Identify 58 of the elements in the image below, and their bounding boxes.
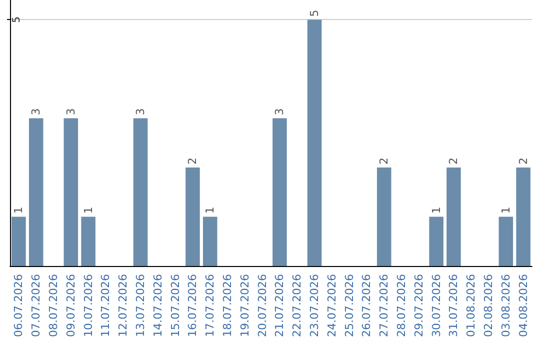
x-tick-label: 18.07.2026: [221, 274, 234, 338]
data-label: 5: [308, 10, 321, 17]
data-label: 1: [204, 206, 217, 214]
data-label: 1: [499, 206, 512, 214]
data-label: 3: [64, 108, 78, 116]
data-label: 1: [82, 206, 95, 214]
bar: [516, 167, 530, 266]
data-label: 3: [30, 108, 43, 116]
x-tick-label: 10.07.2026: [82, 274, 95, 338]
x-tick-label: 21.07.2026: [273, 274, 286, 338]
bar: [307, 20, 322, 266]
data-label: 2: [378, 157, 391, 164]
x-tick-label: 23.07.2026: [308, 274, 321, 338]
x-tick-label: 29.07.2026: [412, 274, 426, 338]
x-tick-label: 26.07.2026: [360, 274, 374, 338]
data-label: 1: [12, 206, 26, 214]
x-tick-label: 13.07.2026: [134, 274, 147, 338]
bar: [446, 167, 461, 266]
bar: [186, 167, 200, 266]
x-tick-label: 15.07.2026: [168, 274, 182, 338]
x-tick-label: 22.07.2026: [290, 274, 304, 338]
data-label: 1: [430, 206, 443, 214]
bar: [64, 118, 78, 266]
x-tick-label: 17.07.2026: [204, 274, 217, 338]
bar: [376, 167, 392, 266]
x-tick-label: 04.08.2026: [516, 274, 530, 338]
x-tick-label: 07.07.2026: [30, 274, 43, 338]
x-tick-label: 08.07.2026: [47, 274, 60, 338]
x-tick-label: 25.07.2026: [342, 274, 356, 338]
data-label: 2: [516, 157, 530, 164]
x-tick-label: 12.07.2026: [116, 274, 130, 338]
x-tick-label: 19.07.2026: [238, 274, 252, 338]
bar: [81, 216, 96, 266]
x-tick-label: 09.07.2026: [64, 274, 78, 338]
bar: [429, 216, 444, 266]
bar: [12, 216, 26, 266]
x-tick-label: 02.08.2026: [482, 274, 495, 338]
x-tick-label: 06.07.2026: [12, 274, 26, 338]
bar: [272, 118, 287, 266]
x-tick-label: 16.07.2026: [186, 274, 200, 338]
x-tick-label: 01.08.2026: [464, 274, 478, 338]
bar: [498, 216, 514, 266]
data-label: 3: [134, 108, 147, 116]
x-tick-label: 27.07.2026: [378, 274, 391, 338]
x-tick-label: 31.07.2026: [447, 274, 460, 338]
x-tick-label: 03.08.2026: [499, 274, 512, 338]
bar: [133, 118, 148, 266]
x-tick-label: 28.07.2026: [395, 274, 408, 338]
x-tick-label: 11.07.2026: [99, 274, 112, 338]
bar: [28, 118, 44, 266]
data-label: 2: [186, 157, 200, 164]
x-tick-label: 14.07.2026: [151, 274, 164, 338]
bar: [202, 216, 218, 266]
x-tick-label: 24.07.2026: [325, 274, 338, 338]
x-tick-label: 30.07.2026: [430, 274, 443, 338]
data-label: 3: [273, 108, 286, 116]
data-label: 2: [447, 157, 460, 164]
x-tick-label: 20.07.2026: [256, 274, 269, 338]
